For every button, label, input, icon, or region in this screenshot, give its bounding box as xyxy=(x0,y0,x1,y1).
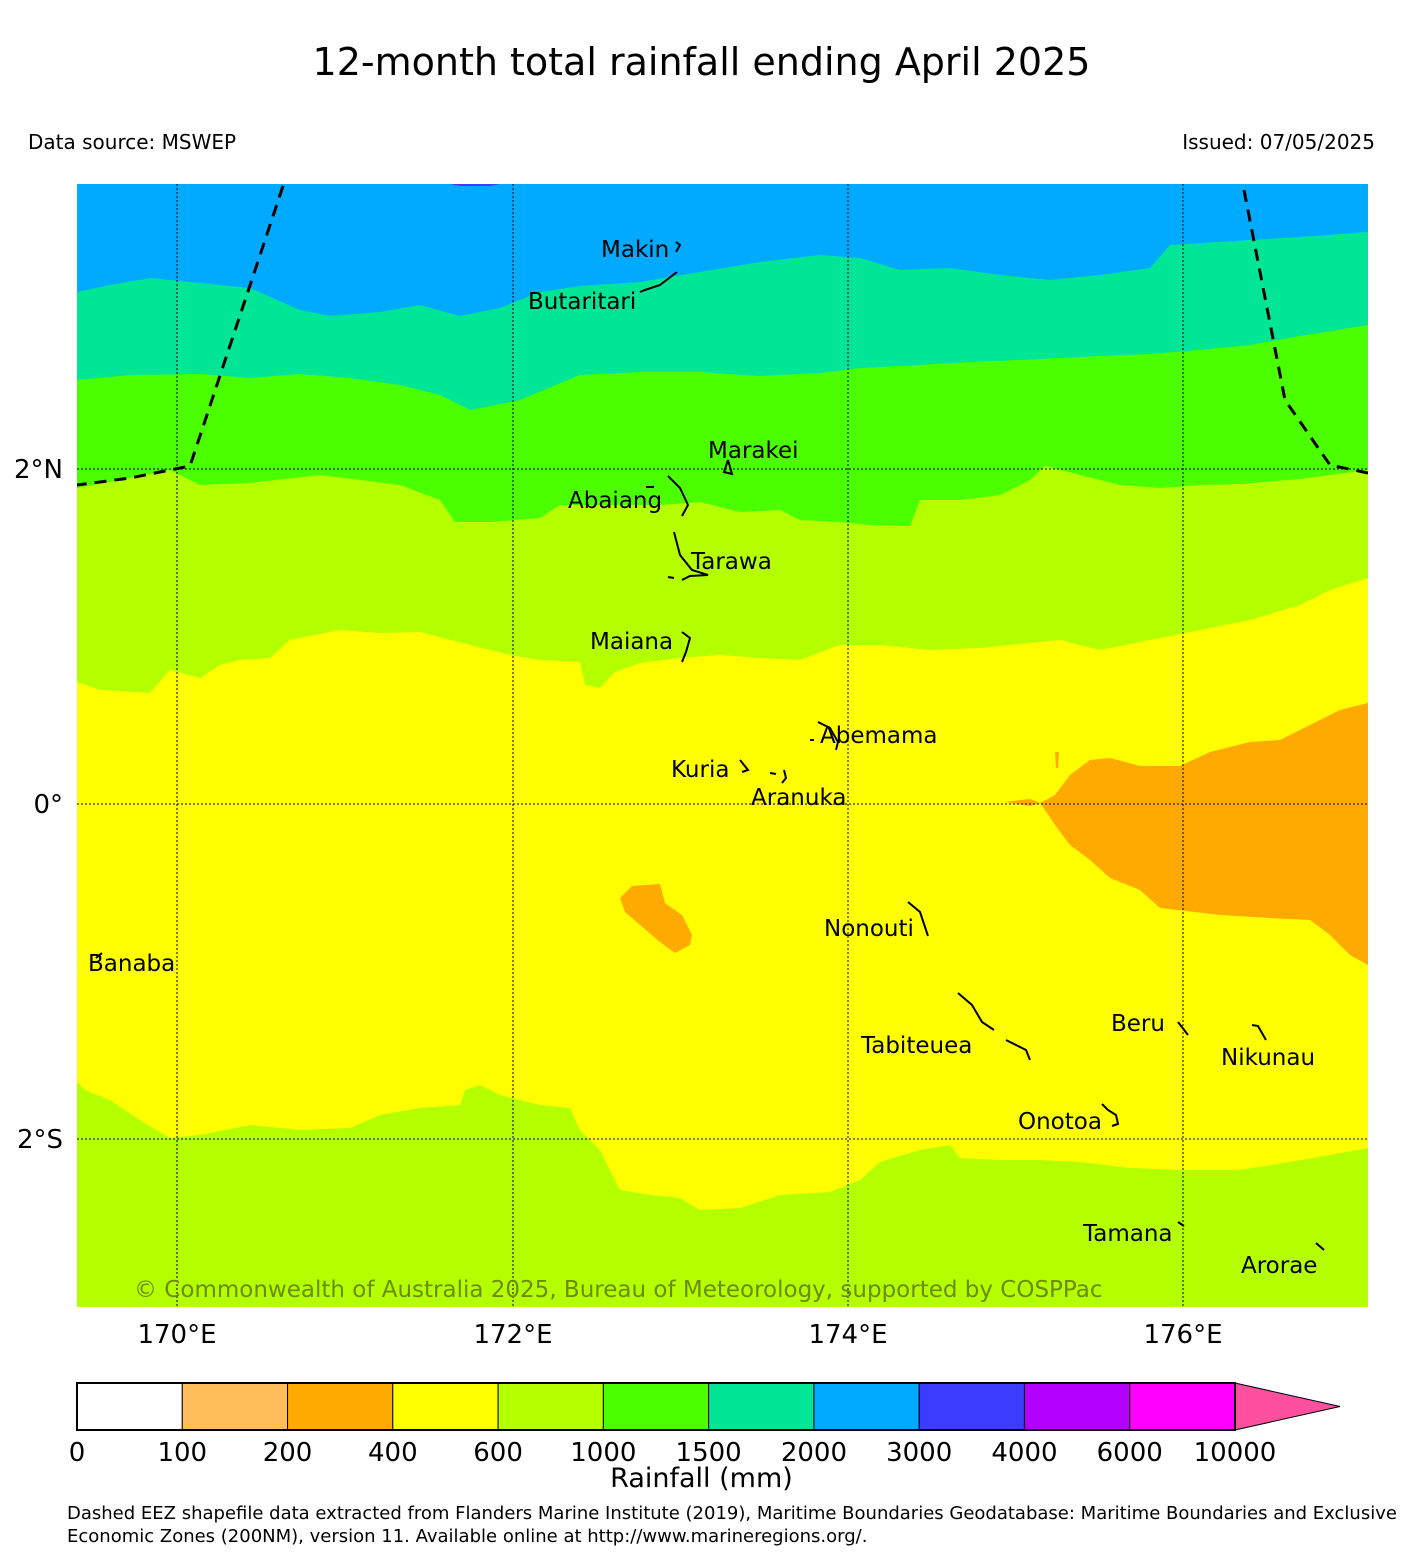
colorbar-segment xyxy=(602,1382,710,1431)
island-label: Abemama xyxy=(820,723,937,749)
island-label: Makin xyxy=(601,237,669,263)
colorbar-tick-label: 3000 xyxy=(886,1438,952,1468)
band-200-400-sliver2 xyxy=(1055,752,1059,768)
colorbar-tick-label: 1500 xyxy=(676,1438,742,1468)
lon-tick: 170°E xyxy=(137,1320,216,1350)
lon-tick: 176°E xyxy=(1143,1320,1222,1350)
colorbar-tick-label: 0 xyxy=(69,1438,86,1468)
lat-tick: 0° xyxy=(33,790,63,820)
colorbar-tick-label: 10000 xyxy=(1194,1438,1277,1468)
colorbar-segment xyxy=(918,1382,1025,1431)
colorbar-tick-label: 400 xyxy=(368,1438,418,1468)
island-label: Nikunau xyxy=(1221,1045,1315,1071)
band-3000-4000 xyxy=(450,184,500,186)
rainfall-contours xyxy=(77,184,1368,1307)
colorbar-segment xyxy=(181,1382,289,1431)
rainfall-map: Makin Butaritari Marakei Abaiang Tarawa … xyxy=(14,184,1369,1468)
colorbar: 0 100 200 400 600 1000 1500 2000 3000 4000 6000 100… xyxy=(69,1382,1341,1468)
island-label: Aranuka xyxy=(751,785,846,811)
lon-tick: 172°E xyxy=(473,1320,552,1350)
island-labels: Makin Butaritari Marakei Abaiang Tarawa … xyxy=(88,237,1317,1279)
island-label: Nonouti xyxy=(824,916,914,942)
colorbar-tick-label: 200 xyxy=(263,1438,313,1468)
colorbar-segment xyxy=(392,1382,499,1431)
band-400-600 xyxy=(77,578,1368,1210)
eez-boundary xyxy=(76,185,1369,487)
issued-date: Issued: 07/05/2025 xyxy=(1182,130,1375,154)
axis-labels: 170°E 172°E 174°E 176°E 2°N 0° 2°S xyxy=(14,455,1223,1350)
colorbar-tick-label: 4000 xyxy=(991,1438,1057,1468)
colorbar-segment xyxy=(813,1382,920,1431)
island-label: Beru xyxy=(1111,1011,1165,1037)
island-label: Arorae xyxy=(1241,1253,1317,1279)
data-source: Data source: MSWEP xyxy=(28,130,237,154)
island-label: Abaiang xyxy=(568,488,662,514)
island-label: Tabiteuea xyxy=(860,1033,972,1059)
band-200-400-east xyxy=(1040,703,1368,965)
colorbar-tick-label: 6000 xyxy=(1097,1438,1163,1468)
island-label: Onotoa xyxy=(1018,1109,1102,1135)
colorbar-extend-arrow xyxy=(1234,1382,1341,1431)
colorbar-segment xyxy=(287,1382,394,1431)
band-200-400-patch xyxy=(620,884,692,953)
graticule xyxy=(77,184,1368,1307)
colorbar-segment xyxy=(1129,1382,1236,1431)
colorbar-segment xyxy=(76,1382,183,1431)
colorbar-tick-label: 100 xyxy=(157,1438,207,1468)
map-title: 12-month total rainfall ending April 202… xyxy=(312,40,1091,84)
island-label: Butaritari xyxy=(528,289,636,315)
island-outlines xyxy=(95,241,1325,1251)
colorbar-segment xyxy=(497,1382,604,1431)
colorbar-outline xyxy=(76,1382,1236,1431)
island-label: Marakei xyxy=(708,438,799,464)
colorbar-segment xyxy=(708,1382,815,1431)
copyright-notice: © Commonwealth of Australia 2025, Bureau… xyxy=(134,1277,1103,1303)
island-label: Kuria xyxy=(671,757,729,783)
colorbar-tick-label: 1000 xyxy=(570,1438,636,1468)
island-label: Banaba xyxy=(88,951,175,977)
colorbar-label: Rainfall (mm) xyxy=(610,1463,793,1494)
island-label: Tamana xyxy=(1082,1221,1173,1247)
island-label: Tarawa xyxy=(690,549,772,575)
colorbar-tick-label: 600 xyxy=(473,1438,523,1468)
colorbar-segment xyxy=(1023,1382,1131,1431)
footnote: Dashed EEZ shapefile data extracted from… xyxy=(67,1503,1397,1547)
island-label: Maiana xyxy=(590,629,673,655)
band-200-400-sliver xyxy=(1005,799,1040,806)
colorbar-tick-label: 2000 xyxy=(781,1438,847,1468)
lat-tick: 2°N xyxy=(14,455,63,485)
lon-tick: 174°E xyxy=(808,1320,887,1350)
lat-tick: 2°S xyxy=(17,1125,63,1155)
